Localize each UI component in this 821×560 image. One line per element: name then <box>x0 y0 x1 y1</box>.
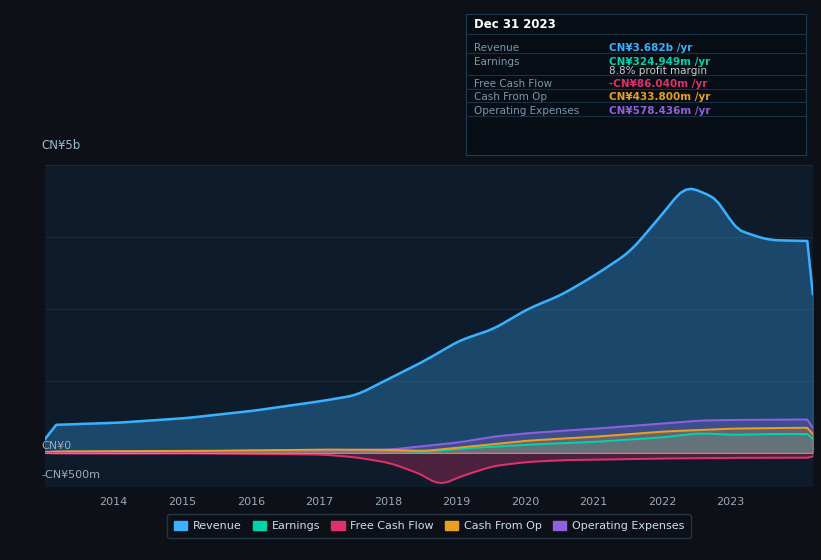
Text: Earnings: Earnings <box>474 57 519 67</box>
Text: Revenue: Revenue <box>474 43 519 53</box>
Text: Cash From Op: Cash From Op <box>474 92 547 102</box>
Text: 8.8% profit margin: 8.8% profit margin <box>609 66 707 76</box>
Text: -CN¥86.040m /yr: -CN¥86.040m /yr <box>609 79 708 89</box>
Text: CN¥433.800m /yr: CN¥433.800m /yr <box>609 92 710 102</box>
Text: Dec 31 2023: Dec 31 2023 <box>474 17 556 31</box>
Text: CN¥5b: CN¥5b <box>41 139 80 152</box>
Text: -CN¥500m: -CN¥500m <box>41 470 100 480</box>
Text: CN¥3.682b /yr: CN¥3.682b /yr <box>609 43 693 53</box>
Text: Free Cash Flow: Free Cash Flow <box>474 79 552 89</box>
Text: CN¥324.949m /yr: CN¥324.949m /yr <box>609 57 710 67</box>
Text: CN¥0: CN¥0 <box>41 441 71 451</box>
Legend: Revenue, Earnings, Free Cash Flow, Cash From Op, Operating Expenses: Revenue, Earnings, Free Cash Flow, Cash … <box>167 514 690 538</box>
Text: CN¥578.436m /yr: CN¥578.436m /yr <box>609 106 711 116</box>
Text: Operating Expenses: Operating Expenses <box>474 106 579 116</box>
